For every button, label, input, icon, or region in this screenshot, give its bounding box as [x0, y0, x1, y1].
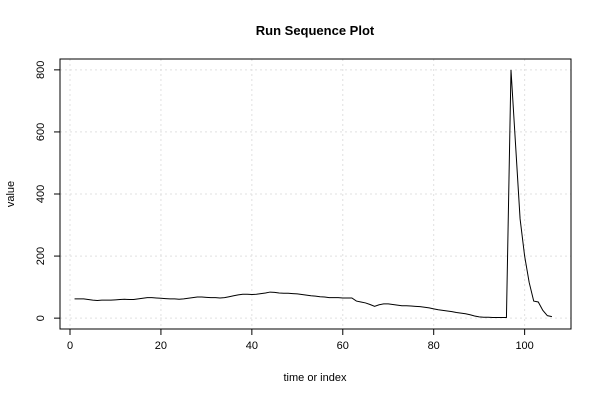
- x-tick-label: 80: [428, 340, 440, 352]
- x-axis-label: time or index: [284, 372, 347, 384]
- x-tick-label: 20: [155, 340, 167, 352]
- y-tick-label: 600: [35, 123, 47, 141]
- x-tick-label: 100: [515, 340, 533, 352]
- x-axis: 0 20 40 60 80 100: [67, 329, 534, 352]
- y-tick-label: 800: [35, 61, 47, 79]
- y-tick-label: 400: [35, 185, 47, 203]
- x-tick-label: 60: [337, 340, 349, 352]
- chart-title: Run Sequence Plot: [256, 23, 375, 38]
- series-layer: [74, 69, 553, 319]
- grid-layer: [60, 59, 571, 329]
- y-tick-label: 200: [35, 247, 47, 265]
- series-line: [74, 69, 553, 319]
- y-tick-label: 0: [35, 315, 47, 321]
- y-axis: 0 200 400 600 800: [35, 61, 60, 321]
- y-axis-label: value: [5, 181, 17, 207]
- x-tick-label: 0: [67, 340, 73, 352]
- x-tick-label: 40: [246, 340, 258, 352]
